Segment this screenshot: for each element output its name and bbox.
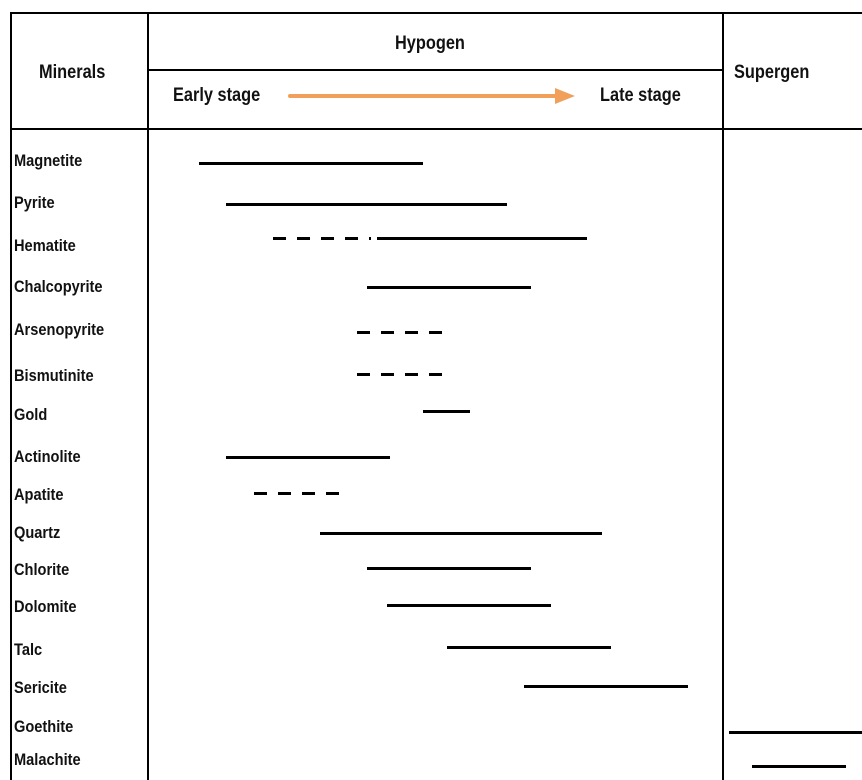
dolomite-occurrence-bar <box>387 604 551 607</box>
late-stage-label: Late stage <box>600 85 681 106</box>
mineral-label-malachite: Malachite <box>14 750 81 769</box>
mineral-label-chlorite: Chlorite <box>14 560 70 579</box>
mineral-label-actinolite: Actinolite <box>14 447 81 466</box>
minerals-header: Minerals <box>39 62 106 83</box>
goethite-occurrence-bar <box>729 731 862 734</box>
header-bottom-border <box>10 128 862 130</box>
table-top-border <box>10 12 862 14</box>
mineral-label-dolomite: Dolomite <box>14 597 77 616</box>
chlorite-occurrence-bar <box>367 567 531 570</box>
mineral-label-hematite: Hematite <box>14 236 76 255</box>
mineral-label-quartz: Quartz <box>14 523 61 542</box>
mineral-label-bismutinite: Bismutinite <box>14 366 94 385</box>
pyrite-occurrence-bar <box>226 203 507 206</box>
minerals-column-divider <box>147 12 149 780</box>
mineral-label-talc: Talc <box>14 640 43 659</box>
talc-occurrence-bar <box>447 646 611 649</box>
hematite-solid-bar <box>377 237 587 240</box>
malachite-occurrence-bar <box>752 765 846 768</box>
mineral-label-arsenopyrite: Arsenopyrite <box>14 320 105 339</box>
stage-divider-line <box>148 69 723 71</box>
mineral-label-magnetite: Magnetite <box>14 151 83 170</box>
table-left-border <box>10 12 12 780</box>
mineral-label-goethite: Goethite <box>14 717 74 736</box>
supergen-header: Supergen <box>734 62 810 83</box>
mineral-label-sericite: Sericite <box>14 678 67 697</box>
sericite-occurrence-bar <box>524 685 688 688</box>
stage-progression-arrow <box>288 88 575 104</box>
supergen-column-divider <box>722 12 724 780</box>
hematite-dashed-bar <box>273 237 371 240</box>
mineral-label-gold: Gold <box>14 405 48 424</box>
arsenopyrite-dashed-bar <box>357 331 451 334</box>
apatite-dashed-bar <box>254 492 350 495</box>
quartz-occurrence-bar <box>320 532 602 535</box>
stage-arrow-head <box>555 88 575 104</box>
gold-occurrence-bar <box>423 410 470 413</box>
mineral-label-pyrite: Pyrite <box>14 193 55 212</box>
bismutinite-dashed-bar <box>357 373 451 376</box>
magnetite-occurrence-bar <box>199 162 423 165</box>
early-stage-label: Early stage <box>173 85 261 106</box>
hypogen-header: Hypogen <box>395 33 465 54</box>
mineral-label-apatite: Apatite <box>14 485 64 504</box>
actinolite-occurrence-bar <box>226 456 390 459</box>
chalcopyrite-occurrence-bar <box>367 286 531 289</box>
mineral-label-chalcopyrite: Chalcopyrite <box>14 277 103 296</box>
